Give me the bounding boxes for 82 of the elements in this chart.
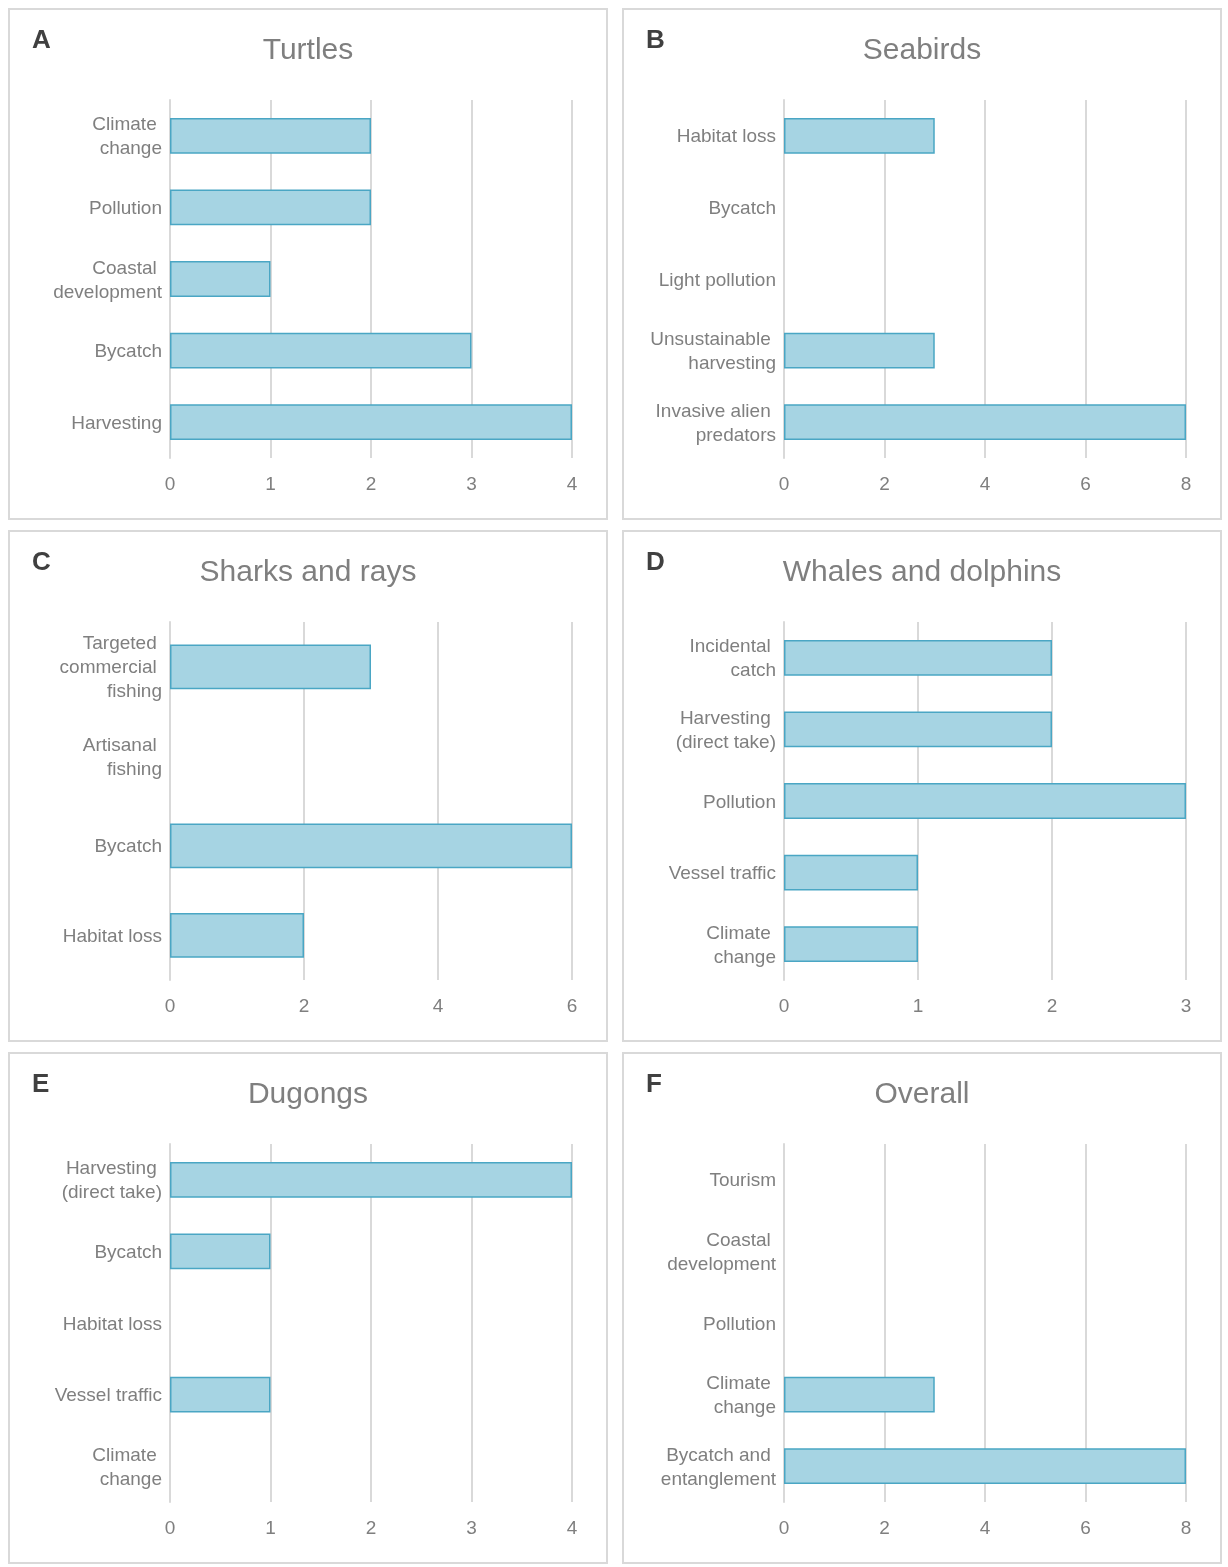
bar: [784, 854, 918, 891]
y-tick-label: Bycatch: [94, 340, 162, 362]
x-tick-label: 6: [1080, 1517, 1091, 1538]
bar: [784, 783, 1186, 819]
text: E: [32, 1068, 50, 1098]
y-tick-label: Climate change: [706, 1372, 776, 1418]
x-tick-label: 2: [365, 473, 377, 494]
x-tick-label: 0: [164, 995, 176, 1016]
x-tick-label: 1: [265, 473, 276, 494]
text: F: [646, 1068, 662, 1098]
x-tick-label: 3: [1180, 995, 1192, 1016]
chart-title: Dugongs: [247, 1075, 369, 1109]
y-tick-label: Pollution: [703, 790, 776, 812]
y-tick-label: Bycatch: [94, 835, 162, 857]
y-tick-label: Tourism: [709, 1169, 776, 1191]
y-tick-label: Habitat loss: [676, 125, 776, 147]
chart-title: Turtles: [262, 31, 354, 65]
y-tick-label: Harvesting (direct take): [61, 1157, 162, 1203]
y-tick-label: Unsustainable harvesting: [650, 328, 776, 374]
chart-title: Overall: [874, 1075, 970, 1109]
y-tick-label: Light pollution: [658, 268, 776, 290]
chart-title: Whales and dolphins: [782, 553, 1062, 587]
y-tick-label: Pollution: [89, 196, 162, 218]
y-tick-label: Vessel traffic: [54, 1384, 162, 1406]
x-tick-label: 2: [1046, 995, 1058, 1016]
x-tick-label: 3: [466, 473, 477, 494]
y-tick-label: Habitat loss: [62, 1312, 162, 1334]
y-tick-label: Harvesting: [71, 411, 162, 433]
bar: [784, 639, 1052, 676]
y-tick-label: Harvesting (direct take): [675, 706, 776, 752]
bar: [170, 644, 371, 690]
bar: [784, 926, 918, 963]
x-tick-label: 4: [979, 473, 991, 494]
x-tick-label: 2: [879, 473, 890, 494]
bar: [170, 117, 371, 154]
x-tick-label: 2: [365, 1517, 377, 1538]
y-tick-label: Bycatch: [708, 196, 776, 218]
y-tick-label: Artisanal fishing: [82, 733, 162, 779]
x-tick-label: 1: [912, 995, 924, 1016]
x-tick-label: 0: [778, 995, 790, 1016]
text: C: [32, 546, 51, 576]
x-tick-label: 4: [566, 473, 578, 494]
x-tick-label: 4: [432, 995, 444, 1016]
x-tick-label: 8: [1180, 1517, 1192, 1538]
y-tick-label: Habitat loss: [62, 924, 162, 946]
chart-title: Seabirds: [862, 31, 982, 65]
bar: [170, 261, 271, 297]
text: A: [32, 24, 51, 54]
x-tick-label: 2: [879, 1517, 890, 1538]
x-tick-label: 6: [566, 995, 578, 1016]
x-tick-label: 0: [778, 473, 790, 494]
x-tick-label: 4: [566, 1517, 578, 1538]
x-tick-label: 0: [164, 473, 176, 494]
y-tick-label: Incidental catch: [689, 635, 776, 681]
text: B: [646, 24, 665, 54]
text: D: [646, 546, 665, 576]
y-tick-label: Climate change: [92, 1443, 162, 1489]
x-tick-label: 0: [164, 1517, 176, 1538]
bar: [784, 711, 1052, 748]
chart-title: Sharks and rays: [199, 553, 417, 587]
y-tick-label: Coastal development: [667, 1228, 777, 1274]
y-tick-label: Bycatch: [94, 1240, 162, 1262]
y-tick-label: Bycatch and entanglement: [660, 1443, 777, 1489]
y-tick-label: Invasive alien predators: [655, 399, 776, 445]
y-tick-label: Climate change: [706, 921, 776, 967]
bar: [170, 332, 472, 369]
x-tick-label: 1: [265, 1517, 276, 1538]
x-tick-label: 6: [1080, 473, 1091, 494]
x-tick-label: 8: [1180, 473, 1192, 494]
y-tick-label: Coastal development: [53, 256, 163, 302]
y-tick-label: Targeted commercial fishing: [59, 632, 162, 702]
x-tick-label: 0: [778, 1517, 790, 1538]
bar: [170, 823, 572, 869]
y-tick-label: Vessel traffic: [668, 862, 776, 884]
x-tick-label: 2: [298, 995, 310, 1016]
x-tick-label: 4: [979, 1517, 991, 1538]
bar: [170, 912, 304, 958]
x-tick-label: 3: [466, 1517, 477, 1538]
bar: [170, 404, 572, 441]
bar: [170, 189, 371, 226]
y-tick-label: Pollution: [703, 1312, 776, 1334]
y-tick-label: Climate change: [92, 113, 162, 159]
